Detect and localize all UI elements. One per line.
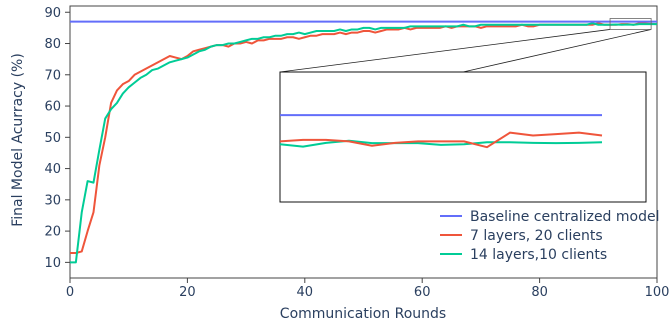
series-line-3 <box>70 22 657 264</box>
legend-label: 7 layers, 20 clients <box>470 228 603 244</box>
y-tick-label: 20 <box>44 225 61 240</box>
axes: 0 20 40 60 80 100 10 20 30 40 50 60 70 80 90 <box>44 5 670 300</box>
series-lines <box>70 20 658 264</box>
x-tick-label: 80 <box>531 285 548 300</box>
y-tick-label: 60 <box>44 100 61 115</box>
zoom-region-box <box>609 18 652 30</box>
inset-line-7-layers <box>279 131 603 149</box>
y-tick-label: 90 <box>44 6 61 21</box>
inset-line-14-layers <box>279 139 603 148</box>
y-tick-label: 30 <box>44 193 61 208</box>
y-tick-label: 50 <box>44 131 61 146</box>
legend: Baseline centralized model 7 layers, 20 c… <box>440 209 660 263</box>
y-tick-label: 80 <box>44 37 61 52</box>
x-axis-label: Communication Rounds <box>280 306 446 322</box>
legend-label: 14 layers,10 clients <box>470 247 607 263</box>
x-tick-label: 100 <box>645 285 670 300</box>
legend-label: Baseline centralized model <box>470 209 660 225</box>
x-tick-label: 40 <box>297 285 314 300</box>
x-tick-label: 60 <box>414 285 431 300</box>
x-tick-label: 20 <box>179 285 196 300</box>
y-tick-label: 10 <box>44 256 61 271</box>
y-tick-label: 70 <box>44 68 61 83</box>
zoom-inset <box>279 18 652 203</box>
zoom-connector-line <box>279 29 611 73</box>
plot-frame <box>69 5 658 279</box>
y-tick-label: 40 <box>44 162 61 177</box>
x-tick-label: 0 <box>66 285 74 300</box>
inset-frame <box>279 71 647 203</box>
y-axis-label: Final Model Acurracy (%) <box>10 53 26 227</box>
zoom-connector-line <box>462 29 652 73</box>
